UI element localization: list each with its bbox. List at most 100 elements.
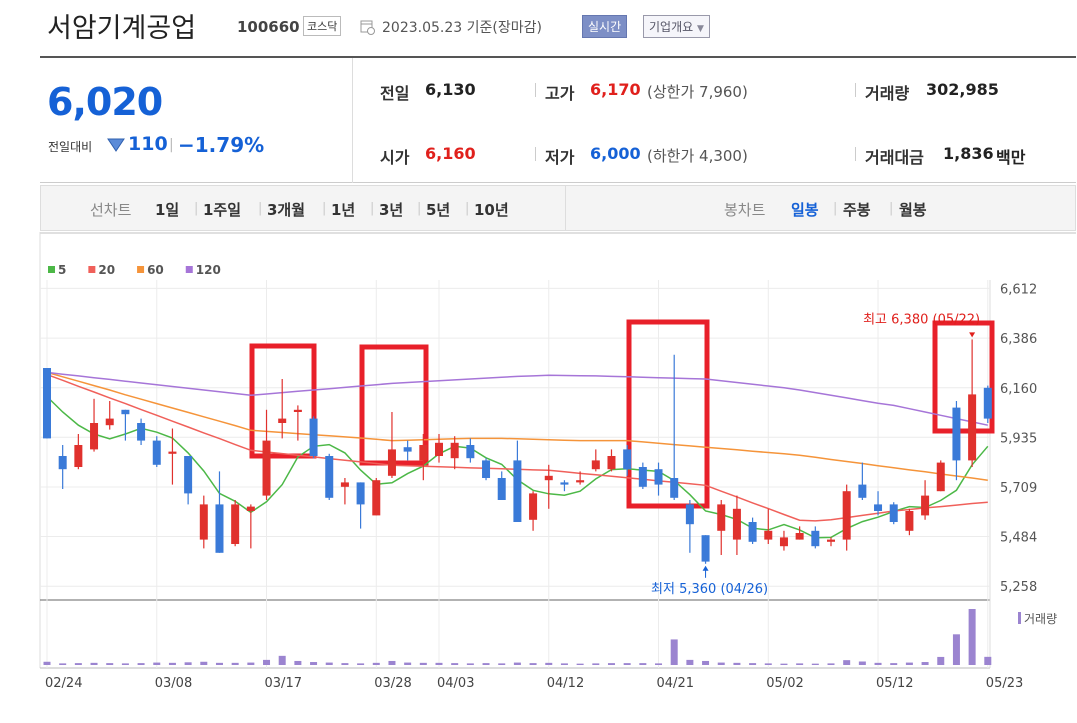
stat-label: 전일 <box>380 84 410 103</box>
change-rate: −1.79% <box>178 133 265 157</box>
volume-bar <box>984 656 992 665</box>
volume-bar <box>843 660 851 665</box>
volume-bar <box>639 663 647 665</box>
candle-tab[interactable]: 주봉 <box>843 201 871 219</box>
volume-bar <box>576 663 584 665</box>
candle-body <box>215 504 224 553</box>
stat-value: 6,170 <box>590 80 641 99</box>
period-tab[interactable]: 3년 <box>379 201 404 219</box>
separator: | <box>417 201 422 216</box>
volume-bar <box>404 662 412 665</box>
candle-body <box>435 442 443 456</box>
candle-body <box>732 508 741 540</box>
period-tab[interactable]: 1주일 <box>203 201 242 219</box>
candle-body <box>842 491 851 540</box>
candle-body <box>513 460 522 522</box>
volume-bar <box>74 663 82 665</box>
highlight-box <box>249 343 317 459</box>
candle-body <box>889 504 898 522</box>
candle-tab[interactable]: 월봉 <box>899 201 927 219</box>
x-tick-label: 04/12 <box>547 676 584 691</box>
volume-bar <box>106 663 114 665</box>
stat-value: 6,160 <box>425 144 476 163</box>
volume-bar <box>310 662 318 665</box>
calendar-icon <box>360 20 375 35</box>
candle-body <box>685 504 694 525</box>
candle-body <box>874 504 883 511</box>
volume-bar <box>764 663 772 665</box>
stock-code: 100660 <box>237 18 300 36</box>
volume-bar <box>168 662 176 665</box>
low-arrow-head <box>702 565 709 571</box>
change-label: 전일대비 <box>48 140 93 154</box>
candle-body <box>403 447 412 452</box>
candle-body <box>90 423 99 450</box>
x-tick-label: 02/24 <box>45 676 82 691</box>
period-tab[interactable]: 10년 <box>474 201 509 219</box>
candle-body <box>968 394 977 461</box>
ma-line <box>46 371 988 481</box>
volume-bar <box>263 659 271 665</box>
candle-body <box>121 409 130 415</box>
candle-body <box>309 418 318 456</box>
legend-swatch <box>48 266 55 273</box>
base-date: 2023.05.23 기준(장마감) <box>382 20 542 36</box>
volume-bar <box>686 659 694 665</box>
separator: | <box>322 201 327 216</box>
candle-body <box>921 495 930 516</box>
x-tick-label: 04/03 <box>437 676 474 691</box>
candle-body <box>105 418 114 426</box>
volume-bar <box>670 639 678 665</box>
candle-body <box>168 451 177 454</box>
volume-bar <box>184 662 192 665</box>
legend-label: 20 <box>98 263 115 277</box>
period-tab[interactable]: 1일 <box>155 201 180 219</box>
candle-body <box>701 535 710 562</box>
period-tab[interactable]: 1년 <box>331 201 356 219</box>
chart-frame <box>40 232 1076 234</box>
candle-body <box>340 482 349 487</box>
current-price: 6,020 <box>47 80 163 124</box>
candle-body <box>529 493 538 520</box>
candle-body <box>576 480 585 483</box>
separator: | <box>889 201 894 216</box>
volume-bar <box>623 663 631 665</box>
candle-body <box>246 506 255 511</box>
volume-bar <box>215 662 223 665</box>
candle-body <box>278 418 287 423</box>
volume-bar <box>372 662 380 665</box>
company-overview-button[interactable]: 기업개요 ▼ <box>643 15 710 38</box>
x-tick-label: 04/21 <box>657 676 694 691</box>
down-arrow-icon <box>107 138 125 152</box>
volume-bar <box>278 655 286 665</box>
period-tab[interactable]: 3개월 <box>267 201 306 219</box>
candle-body <box>779 537 788 547</box>
period-tab[interactable]: 5년 <box>426 201 451 219</box>
volume-bar <box>498 663 506 665</box>
candle-body <box>607 456 616 470</box>
candle-body <box>717 504 726 531</box>
volume-bar <box>655 663 663 665</box>
volume-bar <box>482 663 490 665</box>
volume-bar <box>200 661 208 665</box>
volume-bar <box>43 661 51 665</box>
divider <box>535 147 536 161</box>
candle-body <box>356 482 365 505</box>
volume-bar <box>153 662 161 665</box>
y-tick-label: 5,709 <box>1000 481 1037 496</box>
volume-bar <box>780 663 788 665</box>
volume-bar <box>607 663 615 665</box>
volume-bar <box>968 609 976 665</box>
button-label: 기업개요 <box>649 20 694 34</box>
volume-bar <box>952 634 960 665</box>
volume-bar <box>545 662 553 665</box>
legend-label: 60 <box>147 263 164 277</box>
candle-body <box>497 478 506 500</box>
x-tick-label: 05/02 <box>766 676 803 691</box>
stat-note: (상한가 7,960) <box>647 83 748 101</box>
realtime-button[interactable]: 실시간 <box>582 15 628 38</box>
candle-tab[interactable]: 일봉 <box>791 201 819 219</box>
legend-label: 120 <box>196 263 221 277</box>
stat-label: 시가 <box>380 148 410 167</box>
